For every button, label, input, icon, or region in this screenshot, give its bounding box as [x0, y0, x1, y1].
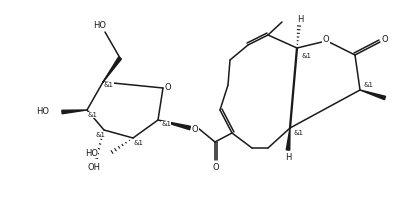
Text: O: O [323, 36, 329, 44]
Text: &1: &1 [293, 130, 303, 136]
Text: HO: HO [93, 20, 106, 30]
Text: O: O [165, 82, 171, 92]
Text: &1: &1 [302, 53, 312, 59]
Text: &1: &1 [104, 82, 114, 88]
Text: H: H [297, 15, 303, 25]
Polygon shape [103, 57, 122, 82]
Text: &1: &1 [363, 82, 373, 88]
Text: HO: HO [36, 107, 49, 117]
Text: &1: &1 [161, 121, 171, 127]
Polygon shape [158, 120, 191, 130]
Text: &1: &1 [88, 112, 98, 118]
Polygon shape [286, 128, 290, 150]
Polygon shape [62, 110, 87, 114]
Text: O: O [213, 163, 220, 173]
Text: HO: HO [85, 148, 98, 158]
Text: &1: &1 [134, 140, 144, 146]
Text: H: H [285, 153, 291, 163]
Polygon shape [360, 90, 386, 100]
Text: OH: OH [87, 163, 100, 173]
Text: O: O [382, 36, 388, 44]
Text: O: O [192, 125, 198, 133]
Text: &1: &1 [95, 132, 105, 138]
